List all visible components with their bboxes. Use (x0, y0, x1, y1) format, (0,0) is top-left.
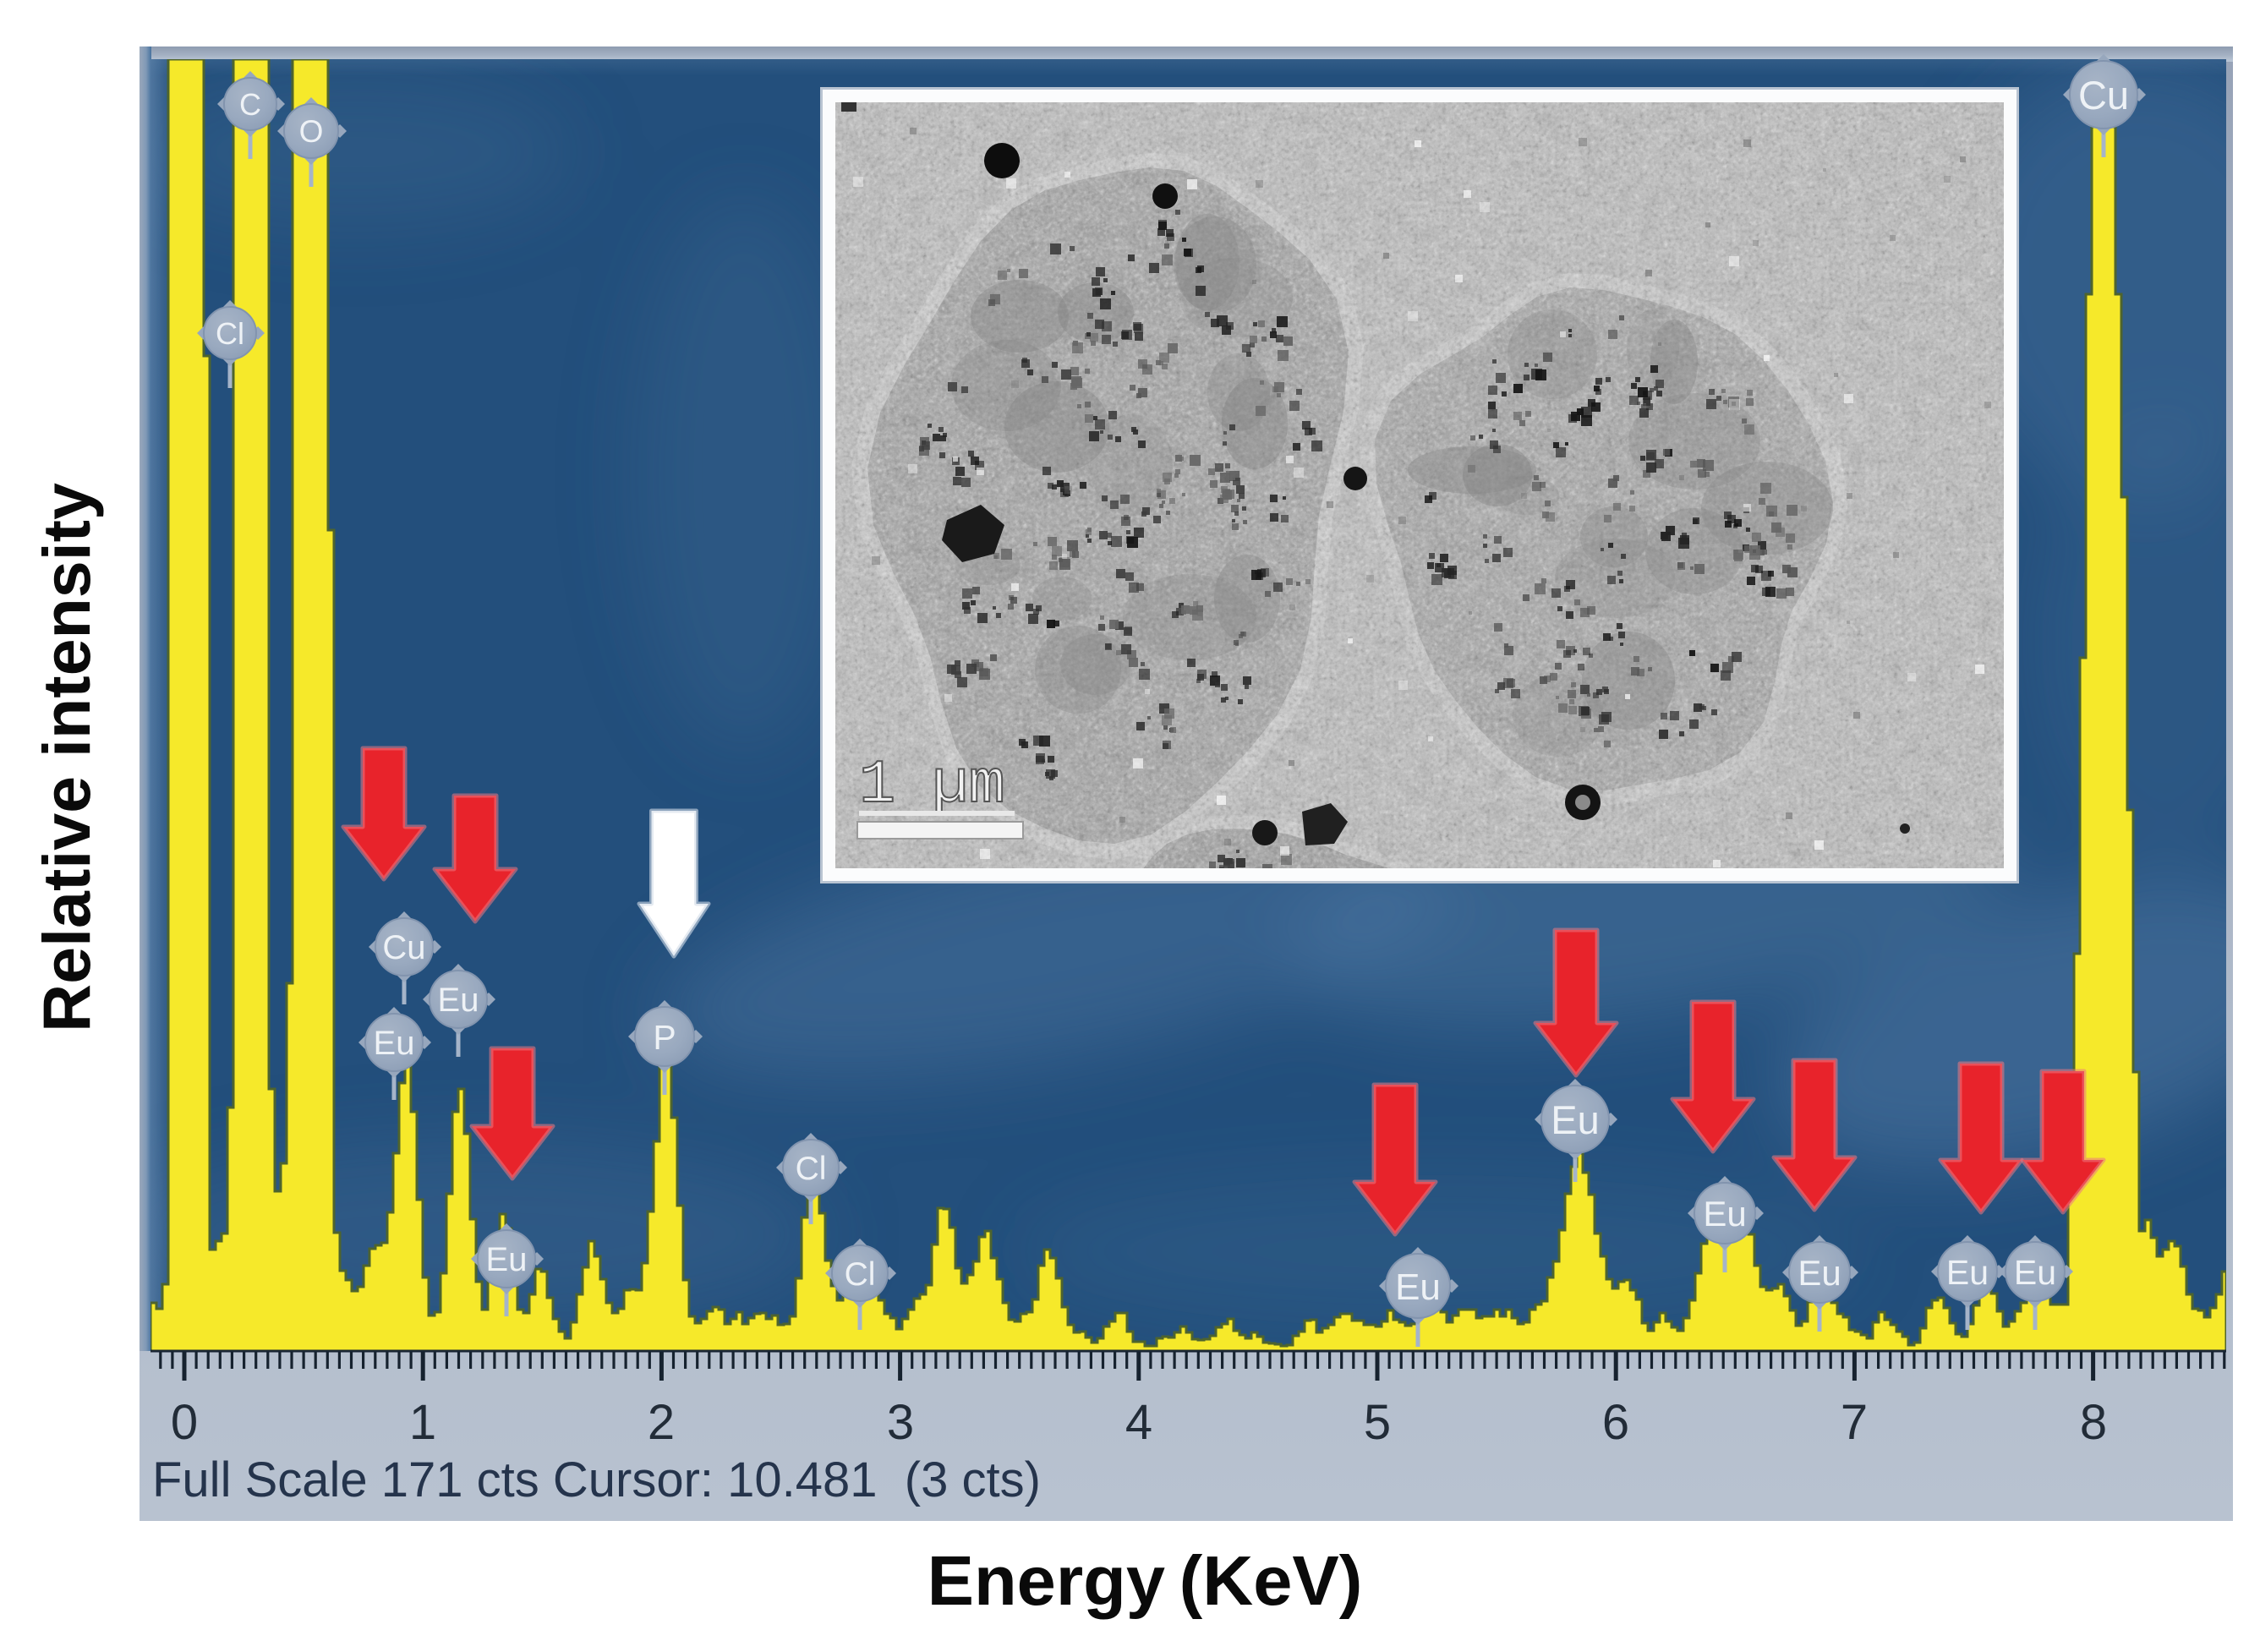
svg-text:4: 4 (1125, 1395, 1152, 1450)
svg-text:Cl: Cl (216, 316, 244, 351)
svg-text:Energy (KeV): Energy (KeV) (928, 1541, 1363, 1620)
svg-text:0: 0 (171, 1395, 198, 1450)
svg-text:7: 7 (1841, 1395, 1868, 1450)
svg-text:Eu: Eu (2014, 1253, 2056, 1292)
svg-text:6: 6 (1602, 1395, 1629, 1450)
svg-text:3: 3 (887, 1395, 914, 1450)
svg-text:Relative intensity: Relative intensity (29, 483, 104, 1032)
svg-text:Eu: Eu (1395, 1266, 1441, 1308)
svg-text:O: O (299, 114, 324, 149)
svg-text:P: P (653, 1018, 676, 1057)
svg-text:Eu: Eu (1551, 1097, 1600, 1142)
svg-text:1 µm: 1 µm (859, 751, 1005, 820)
svg-text:Full Scale 171 cts Cursor: 10.: Full Scale 171 cts Cursor: 10.481 (3 cts… (152, 1452, 1041, 1507)
svg-text:Eu: Eu (1703, 1194, 1746, 1234)
svg-text:Cl: Cl (796, 1151, 827, 1187)
svg-text:8: 8 (2080, 1395, 2107, 1450)
svg-text:5: 5 (1364, 1395, 1391, 1450)
svg-text:2: 2 (648, 1395, 675, 1450)
svg-text:Eu: Eu (1798, 1253, 1841, 1293)
svg-text:Cu: Cu (382, 929, 425, 966)
svg-text:Cu: Cu (2078, 73, 2129, 118)
svg-text:C: C (239, 87, 261, 122)
svg-text:Eu: Eu (486, 1241, 528, 1278)
svg-text:Cl: Cl (845, 1256, 876, 1293)
svg-text:Eu: Eu (438, 982, 479, 1019)
svg-text:Eu: Eu (374, 1025, 415, 1062)
svg-text:Eu: Eu (1946, 1253, 1989, 1292)
svg-text:1: 1 (409, 1395, 436, 1450)
